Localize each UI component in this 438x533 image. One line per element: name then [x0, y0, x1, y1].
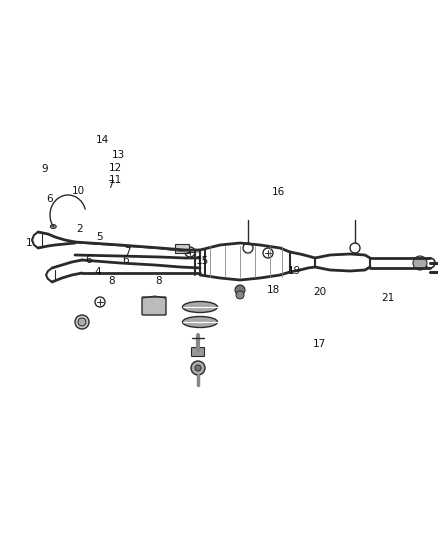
Ellipse shape [50, 224, 57, 229]
Circle shape [78, 318, 86, 326]
Text: 7: 7 [124, 247, 131, 256]
Text: 14: 14 [95, 135, 109, 145]
Bar [175, 244, 189, 253]
Ellipse shape [183, 302, 218, 312]
Text: 5: 5 [96, 232, 103, 242]
Text: 16: 16 [272, 187, 285, 197]
Text: 20: 20 [313, 287, 326, 296]
Text: 18: 18 [267, 286, 280, 295]
Text: 4: 4 [94, 267, 101, 277]
Text: 6: 6 [122, 255, 128, 264]
Text: 17: 17 [313, 339, 326, 349]
FancyBboxPatch shape [142, 297, 166, 315]
Text: 6: 6 [85, 255, 92, 265]
Circle shape [191, 361, 205, 375]
Text: 8: 8 [155, 276, 162, 286]
Circle shape [413, 256, 427, 270]
Circle shape [235, 285, 245, 295]
Text: 11: 11 [109, 175, 122, 185]
Text: 13: 13 [112, 150, 125, 160]
Text: 10: 10 [72, 186, 85, 196]
Text: 2: 2 [77, 224, 83, 234]
Text: 8: 8 [109, 276, 115, 286]
Text: 15: 15 [196, 256, 209, 266]
Text: 12: 12 [109, 164, 122, 173]
Text: 7: 7 [107, 180, 114, 190]
Circle shape [236, 291, 244, 299]
Text: 21: 21 [381, 294, 394, 303]
Text: 19: 19 [288, 266, 301, 276]
Text: 6: 6 [46, 195, 53, 204]
Circle shape [195, 365, 201, 371]
Text: 9: 9 [42, 165, 48, 174]
Circle shape [75, 315, 89, 329]
Text: 1: 1 [26, 238, 33, 247]
Ellipse shape [183, 317, 218, 327]
FancyBboxPatch shape [191, 348, 205, 357]
